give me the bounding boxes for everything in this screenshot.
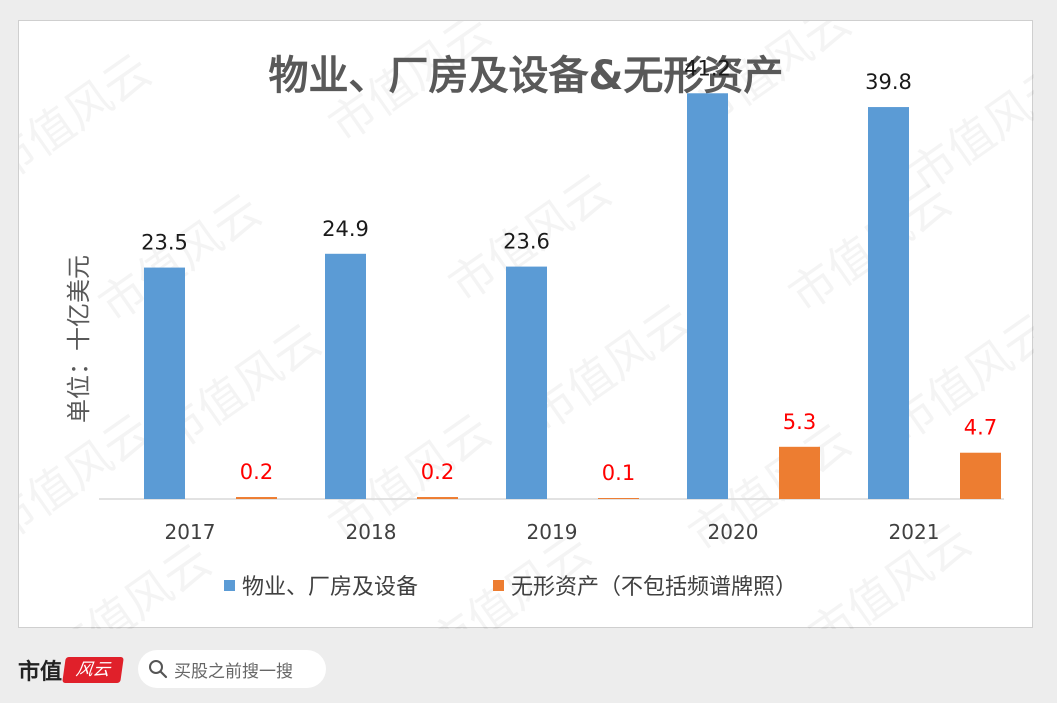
watermark-text: 市值风云	[19, 43, 161, 193]
brand-name: 市值	[18, 660, 63, 685]
x-tick-label-2019: 2019	[527, 520, 578, 544]
bar-ppe-2021	[868, 107, 909, 499]
legend-label-intangible: 无形资产（不包括频谱牌照）	[511, 575, 797, 600]
data-label-ppe-2021: 39.8	[865, 70, 912, 94]
y-axis-label: 单位：十亿美元	[65, 255, 93, 423]
watermark-text: 市值风云	[19, 403, 161, 553]
bar-intangible-2019	[598, 498, 639, 499]
data-label-ppe-2017: 23.5	[141, 231, 188, 255]
bar-ppe-2019	[506, 266, 547, 499]
data-label-intangible-2019: 0.1	[602, 461, 635, 485]
watermark-text: 市值风云	[39, 533, 221, 629]
data-label-intangible-2018: 0.2	[421, 460, 454, 484]
bar-intangible-2017	[236, 497, 277, 499]
brand[interactable]: 市值 风云	[18, 654, 124, 686]
legend: 物业、厂房及设备 无形资产（不包括频谱牌照）	[224, 575, 797, 600]
data-label-intangible-2017: 0.2	[240, 460, 273, 484]
legend-swatch-intangible	[493, 580, 504, 591]
bar-ppe-2020	[687, 93, 728, 499]
footer: 市值 风云 买股之前搜一搜	[0, 640, 1057, 703]
bar-intangible-2018	[417, 497, 458, 499]
search-box[interactable]: 买股之前搜一搜	[138, 650, 326, 688]
search-icon	[149, 660, 168, 679]
bar-ppe-2018	[325, 253, 366, 499]
brand-logo: 风云	[62, 657, 124, 683]
data-label-intangible-2021: 4.7	[964, 416, 997, 440]
x-tick-label-2021: 2021	[889, 520, 940, 544]
x-tick-label-2017: 2017	[165, 520, 216, 544]
search-placeholder: 买股之前搜一搜	[174, 661, 293, 682]
bar-ppe-2017	[144, 267, 185, 499]
data-label-intangible-2020: 5.3	[783, 410, 816, 434]
chart-card: 市值风云 市值风云 市值风云 市值风云 市值风云 市值风云 市值风云 市值风云 市值风云 市值风云…	[18, 20, 1034, 629]
data-label-ppe-2018: 24.9	[322, 217, 369, 241]
bar-intangible-2021	[960, 452, 1001, 499]
x-tick-label-2018: 2018	[346, 520, 397, 544]
legend-swatch-ppe	[224, 580, 235, 591]
x-tick-group: 2017 2018 2019 2020 2021	[165, 520, 940, 544]
bar-intangible-2020	[779, 446, 820, 499]
x-tick-label-2020: 2020	[708, 520, 759, 544]
bar-group: 23.5 0.2 24.9 0.2 23.6 0.1 41.2 5.3 39.8 4.7	[141, 56, 1001, 499]
chart-title: 物业、厂房及设备&无形资产	[269, 53, 784, 99]
data-label-ppe-2020: 41.2	[684, 56, 731, 80]
legend-label-ppe: 物业、厂房及设备	[242, 575, 418, 600]
data-label-ppe-2019: 23.6	[503, 230, 550, 254]
